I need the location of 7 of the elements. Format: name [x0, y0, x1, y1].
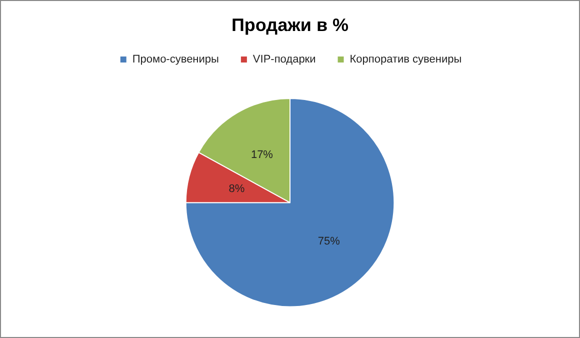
legend-label: VIP-подарки [252, 54, 316, 66]
data-label: 75% [318, 236, 340, 248]
legend-label: Корпоратив сувениры [350, 54, 462, 66]
data-label: 17% [250, 149, 274, 162]
data-label: 8% [228, 182, 245, 195]
chart-title: Продажи в % [231, 15, 349, 35]
legend-label: Промо-сувениры [132, 54, 220, 66]
